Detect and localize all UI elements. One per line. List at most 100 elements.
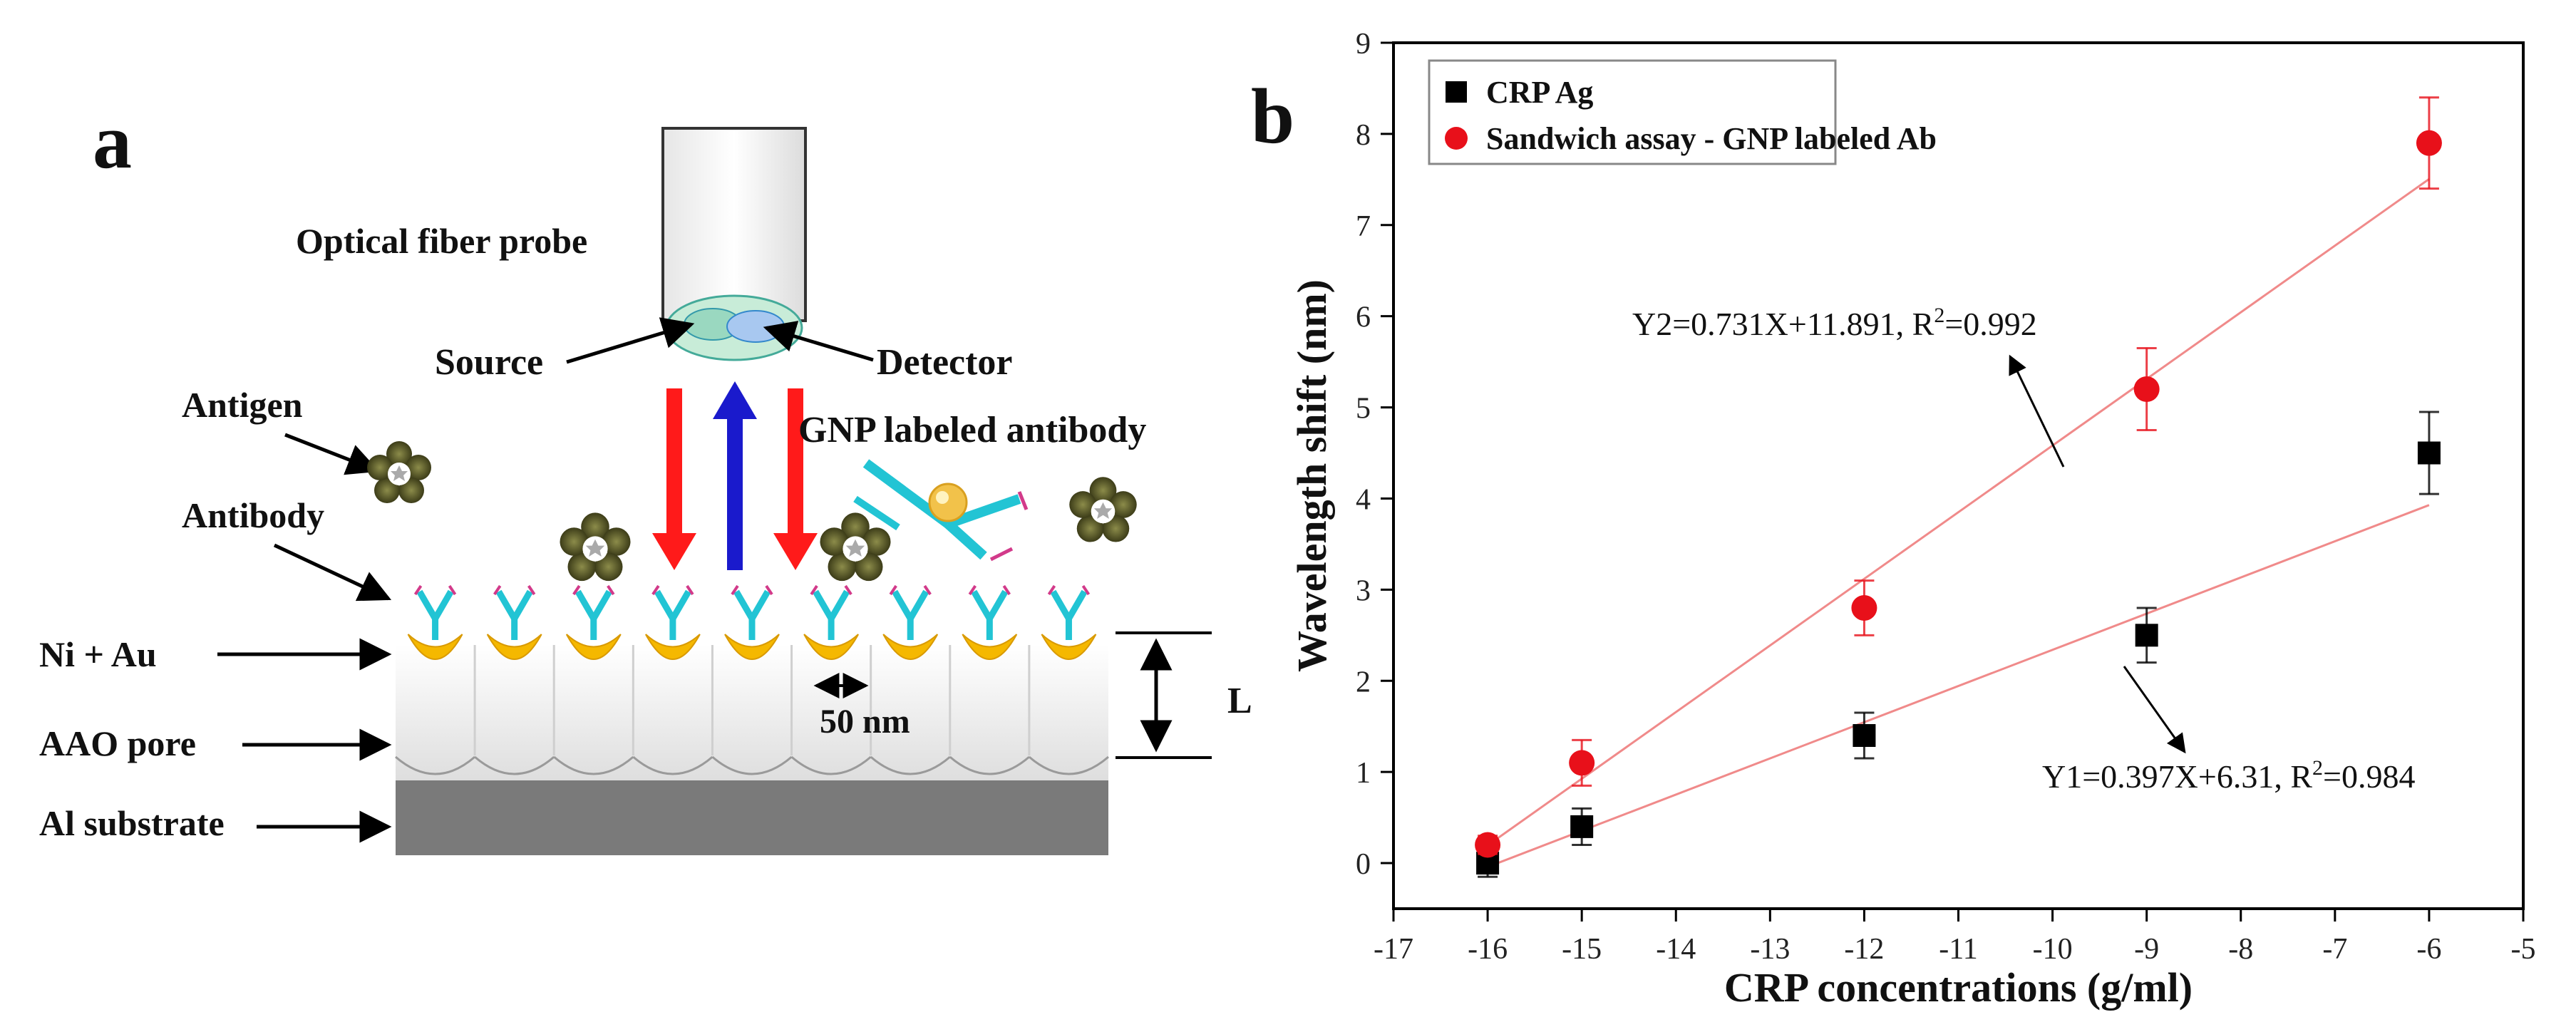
- y-tick-label: 2: [1356, 666, 1371, 698]
- reflected-arrow: [713, 381, 757, 570]
- antibody-icon: [574, 586, 614, 640]
- data-point: [2135, 624, 2158, 647]
- antibody-icon: [653, 586, 693, 640]
- data-point: [2416, 130, 2442, 156]
- x-tick-label: -13: [1750, 933, 1790, 966]
- sensor-substrate: [395, 586, 1109, 855]
- equation-y2: Y2=0.731X+11.891, R2=0.992: [1632, 304, 2037, 342]
- y-tick-label: 9: [1356, 28, 1371, 61]
- label-antigen: Antigen: [182, 385, 303, 425]
- gold-cap: [882, 634, 939, 660]
- legend-label: CRP Ag: [1486, 75, 1593, 110]
- scatter-chart: -17 -16 -15 -14 -13 -12 -11 -10 -9 -8 -7 -6 -5 0 1 2 3 4 5…: [1289, 28, 2536, 1011]
- legend: CRP Ag Sandwich assay - GNP labeled Ab: [1428, 59, 1937, 165]
- label-ni-au: Ni + Au: [39, 634, 157, 674]
- legend-box: [1428, 59, 1837, 165]
- pore-bottom: [553, 755, 634, 775]
- pore-bottom: [949, 755, 1030, 775]
- panel-a: a Optical fiber probe Source Detector: [39, 98, 1252, 855]
- gold-cap: [645, 634, 701, 660]
- pore-bottom: [1028, 755, 1109, 775]
- y-axis-label: Wavelength shift (nm): [1289, 279, 1335, 672]
- aao-pores: [395, 645, 1109, 775]
- gold-cap: [724, 634, 780, 660]
- antibody-pointer: [273, 543, 392, 602]
- gold-cap: [565, 634, 622, 660]
- pore-bottom: [790, 755, 872, 775]
- gold-cap: [407, 634, 463, 660]
- x-tick-label: -8: [2228, 933, 2253, 966]
- x-tick-label: -7: [2322, 933, 2347, 966]
- scale-bar-label: 50 nm: [820, 703, 910, 740]
- pore-bottom: [474, 755, 555, 775]
- legend-marker: [1446, 81, 1467, 103]
- pore-bottom: [870, 755, 951, 775]
- equation-y1: Y1=0.397X+6.31, R2=0.984: [2042, 756, 2415, 795]
- detector-pointer: [763, 321, 874, 362]
- x-tick-label: -11: [1939, 933, 1977, 966]
- y-tick-label: 4: [1356, 483, 1371, 516]
- antigen-icon: [560, 512, 631, 582]
- label-aao-pore: AAO pore: [39, 723, 196, 763]
- x-tick-label: -17: [1374, 933, 1413, 966]
- antigen-icon: [1069, 477, 1137, 542]
- antigen-icon: [820, 512, 891, 582]
- data-point: [1475, 832, 1501, 858]
- antibody-icon: [1049, 586, 1088, 640]
- x-tick-label: -15: [1562, 933, 1602, 966]
- data-point: [2133, 376, 2160, 402]
- label-antibody: Antibody: [182, 495, 324, 535]
- x-axis-label: CRP concentrations (g/ml): [1724, 964, 2193, 1011]
- antigen-icon: [367, 441, 431, 503]
- antibody-icon: [495, 586, 535, 640]
- label-length: L: [1227, 681, 1252, 721]
- pore-bottom: [711, 755, 793, 775]
- incident-arrow-right: [773, 388, 818, 570]
- gnp-labeled-antibody-icon: [853, 459, 1029, 562]
- data-point: [2417, 441, 2441, 465]
- light-arrows: [652, 381, 818, 570]
- panel-b-label: b: [1251, 73, 1294, 160]
- x-tick-label: -16: [1468, 933, 1508, 966]
- y-tick-label: 5: [1356, 393, 1371, 425]
- data-point: [1853, 724, 1876, 747]
- antibody-icon: [416, 586, 455, 640]
- label-probe: Optical fiber probe: [296, 221, 587, 261]
- y-tick-label: 6: [1356, 301, 1371, 334]
- aao-pore-layer: [396, 645, 1108, 780]
- x-tick-label: -12: [1844, 933, 1884, 966]
- x-tick-label: -9: [2134, 933, 2159, 966]
- data-point: [1569, 750, 1595, 776]
- fit-line: [1487, 504, 2430, 868]
- y-tick-label: 3: [1356, 574, 1371, 607]
- pore-bottom: [395, 755, 476, 775]
- legend-marker: [1445, 127, 1468, 150]
- equation-y1-pointer: [2123, 666, 2186, 754]
- label-detector: Detector: [877, 342, 1013, 383]
- gold-cap: [486, 634, 542, 660]
- data-point: [1570, 815, 1594, 838]
- antigen-pointer: [284, 433, 380, 475]
- pore-bottom: [632, 755, 713, 775]
- equation-y2-pointer: [2009, 354, 2065, 468]
- y-tick-label: 1: [1356, 757, 1371, 790]
- label-gnp-antibody: GNP labeled antibody: [798, 410, 1146, 450]
- gold-cap: [962, 634, 1018, 660]
- ni-au-caps: [407, 634, 1097, 660]
- x-tick-label: -10: [2033, 933, 2073, 966]
- incident-arrow-left: [652, 388, 696, 570]
- gold-cap: [803, 634, 859, 660]
- x-tick-label: -5: [2511, 933, 2536, 966]
- antibody-icon: [969, 586, 1009, 640]
- legend-label: Sandwich assay - GNP labeled Ab: [1486, 121, 1937, 156]
- source-pointer: [566, 317, 695, 364]
- antibody-icon: [811, 586, 851, 640]
- al-substrate-layer: [396, 780, 1108, 855]
- x-tick-label: -6: [2416, 933, 2441, 966]
- label-source: Source: [435, 342, 543, 383]
- data-point: [1851, 594, 1877, 621]
- panel-b: b -17 -16 -15 -14 -13 -12 -11 -10 -9 -8 -7 -6 -5 0 1 2 3…: [1251, 28, 2536, 1011]
- surface-antibodies: [416, 586, 1089, 640]
- label-al-substrate: Al substrate: [39, 803, 225, 843]
